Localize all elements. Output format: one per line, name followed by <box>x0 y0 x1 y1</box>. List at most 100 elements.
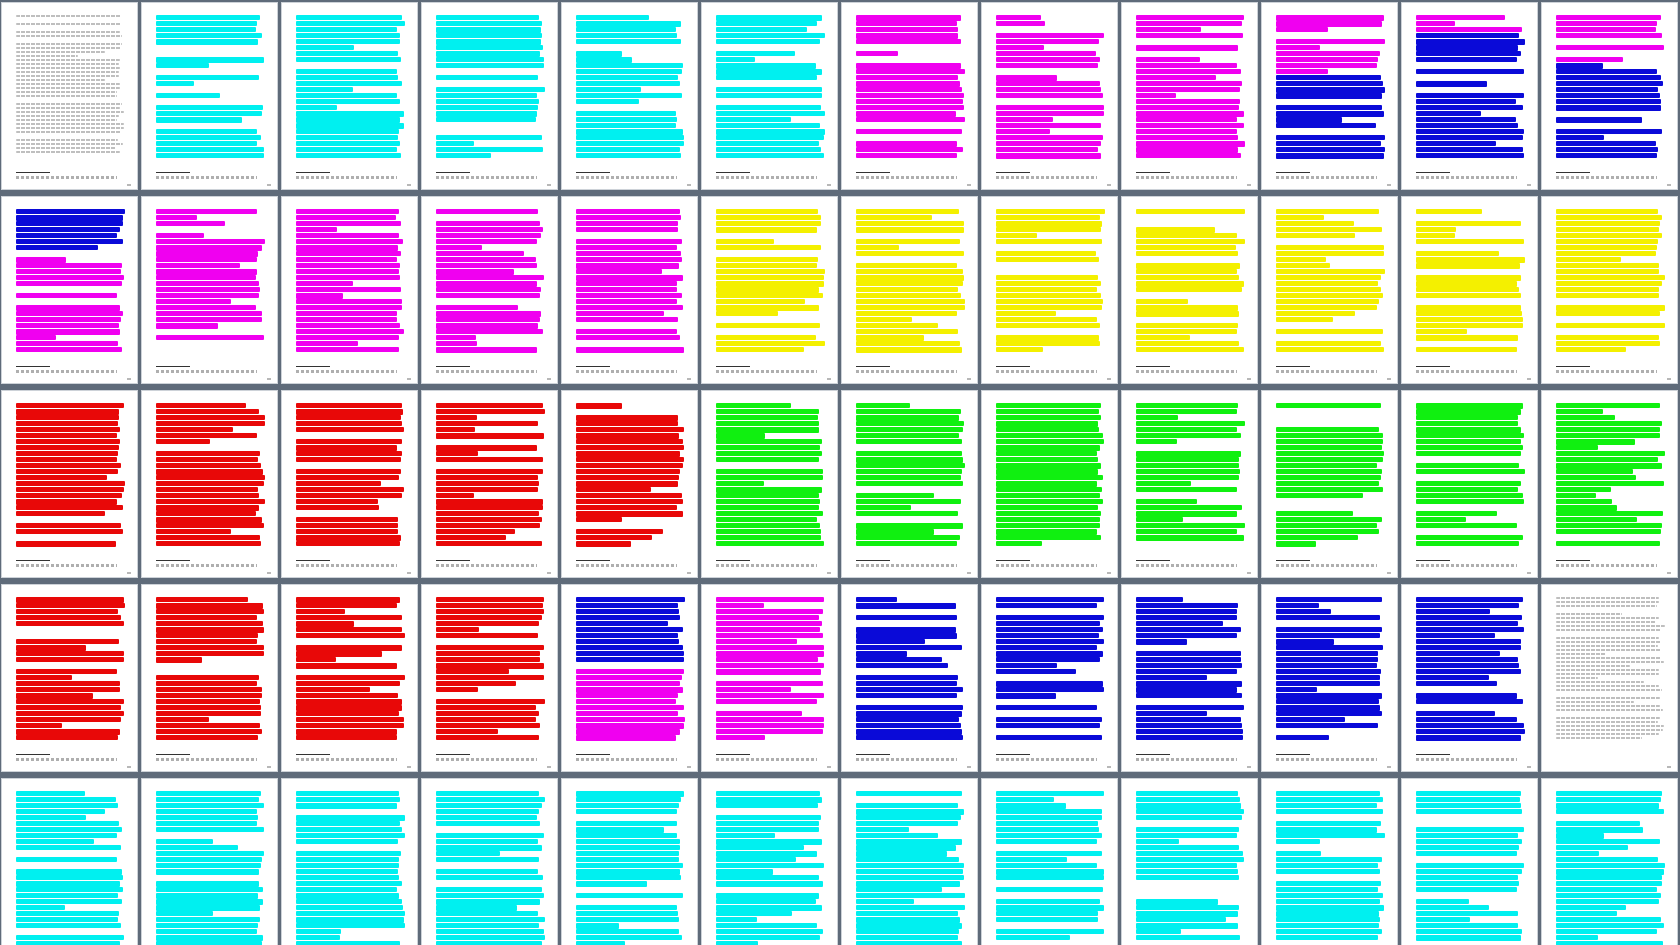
page-thumbnail[interactable] <box>842 779 977 945</box>
highlighted-line <box>996 45 1044 50</box>
page-thumbnail[interactable] <box>1402 779 1537 945</box>
page-thumbnail[interactable] <box>702 585 837 771</box>
page-thumbnail[interactable] <box>1122 585 1257 771</box>
page-thumbnail[interactable] <box>1122 3 1257 189</box>
highlighted-line <box>856 529 935 535</box>
page-thumbnail[interactable] <box>422 3 557 189</box>
page-thumbnail[interactable] <box>1402 197 1537 383</box>
highlighted-line <box>576 305 683 310</box>
highlighted-line <box>156 815 258 820</box>
page-thumbnail[interactable] <box>142 391 277 577</box>
page-thumbnail[interactable] <box>982 197 1117 383</box>
highlighted-line <box>16 433 117 438</box>
page-thumbnail[interactable] <box>842 391 977 577</box>
highlighted-line <box>16 723 62 728</box>
highlighted-line <box>1416 275 1521 281</box>
highlighted-line <box>296 857 400 862</box>
page-thumbnail[interactable] <box>142 585 277 771</box>
page-thumbnail[interactable] <box>2 779 137 945</box>
page-thumbnail[interactable] <box>1542 197 1677 383</box>
page-thumbnail[interactable] <box>1402 391 1537 577</box>
page-number <box>267 766 271 768</box>
footnote-text <box>436 370 537 373</box>
highlighted-line <box>716 323 820 328</box>
page-thumbnail[interactable] <box>842 3 977 189</box>
highlighted-line <box>996 717 1102 722</box>
page-thumbnail[interactable] <box>1542 3 1677 189</box>
page-thumbnail[interactable] <box>282 197 417 383</box>
highlighted-line <box>716 869 774 875</box>
page-thumbnail[interactable] <box>2 585 137 771</box>
page-thumbnail[interactable] <box>282 585 417 771</box>
page-thumbnail[interactable] <box>1402 3 1537 189</box>
page-thumbnail[interactable] <box>842 585 977 771</box>
page-thumbnail[interactable] <box>1122 197 1257 383</box>
page-thumbnail[interactable] <box>562 3 697 189</box>
page-thumbnail[interactable] <box>1262 779 1397 945</box>
page-thumbnail[interactable] <box>982 3 1117 189</box>
highlighted-line <box>156 881 260 887</box>
page-thumbnail[interactable] <box>422 779 557 945</box>
highlighted-line <box>156 803 264 808</box>
highlighted-line <box>1276 609 1331 614</box>
page-thumbnail[interactable] <box>282 779 417 945</box>
page-thumbnail[interactable] <box>2 3 137 189</box>
page-thumbnail[interactable] <box>982 391 1117 577</box>
highlighted-line <box>856 475 962 480</box>
highlighted-line <box>856 105 964 110</box>
page-thumbnail[interactable] <box>1122 779 1257 945</box>
page-thumbnail[interactable] <box>282 391 417 577</box>
page-thumbnail[interactable] <box>2 391 137 577</box>
highlighted-line <box>716 723 824 728</box>
page-thumbnail[interactable] <box>282 3 417 189</box>
highlighted-line <box>996 911 1098 916</box>
highlighted-line <box>1276 935 1379 940</box>
page-thumbnail[interactable] <box>142 197 277 383</box>
page-thumbnail[interactable] <box>1542 779 1677 945</box>
highlighted-line <box>1416 887 1517 892</box>
page-thumbnail[interactable] <box>1542 585 1677 771</box>
page-thumbnail[interactable] <box>2 197 137 383</box>
page-thumbnail[interactable] <box>562 197 697 383</box>
highlighted-line <box>856 857 960 862</box>
highlighted-line <box>436 705 537 710</box>
highlighted-line <box>436 51 540 57</box>
page-thumbnail[interactable] <box>422 197 557 383</box>
footnote-rule <box>996 560 1030 561</box>
page-thumbnail[interactable] <box>562 779 697 945</box>
highlighted-line <box>996 281 1101 286</box>
page-thumbnail[interactable] <box>702 391 837 577</box>
page-thumbnail[interactable] <box>982 585 1117 771</box>
page-thumbnail[interactable] <box>1262 3 1397 189</box>
page-thumbnail[interactable] <box>842 197 977 383</box>
highlighted-line <box>296 299 403 304</box>
highlighted-line <box>716 929 824 934</box>
highlighted-line <box>1556 487 1611 492</box>
highlighted-line <box>1416 251 1499 256</box>
page-thumbnail[interactable] <box>702 3 837 189</box>
highlighted-line <box>1276 469 1383 474</box>
page-thumbnail[interactable] <box>422 391 557 577</box>
page-thumbnail[interactable] <box>562 585 697 771</box>
page-thumbnail[interactable] <box>1262 585 1397 771</box>
page-thumbnail[interactable] <box>1262 391 1397 577</box>
highlighted-line <box>1556 147 1658 152</box>
highlighted-line <box>716 311 778 316</box>
page-thumbnail[interactable] <box>702 197 837 383</box>
page-thumbnail[interactable] <box>1122 391 1257 577</box>
page-thumbnail[interactable] <box>1402 585 1537 771</box>
page-number <box>407 766 411 768</box>
highlighted-line <box>1276 117 1342 123</box>
page-thumbnail[interactable] <box>702 779 837 945</box>
page-thumbnail[interactable] <box>562 391 697 577</box>
page-thumbnail[interactable] <box>422 585 557 771</box>
page-thumbnail[interactable] <box>142 3 277 189</box>
page-thumbnail[interactable] <box>1262 197 1397 383</box>
page-thumbnail[interactable] <box>982 779 1117 945</box>
highlighted-line <box>1556 245 1658 250</box>
highlighted-line <box>296 487 405 492</box>
page-thumbnail[interactable] <box>142 779 277 945</box>
highlighted-line <box>576 251 682 256</box>
highlighted-line <box>1276 663 1377 668</box>
page-thumbnail[interactable] <box>1542 391 1677 577</box>
